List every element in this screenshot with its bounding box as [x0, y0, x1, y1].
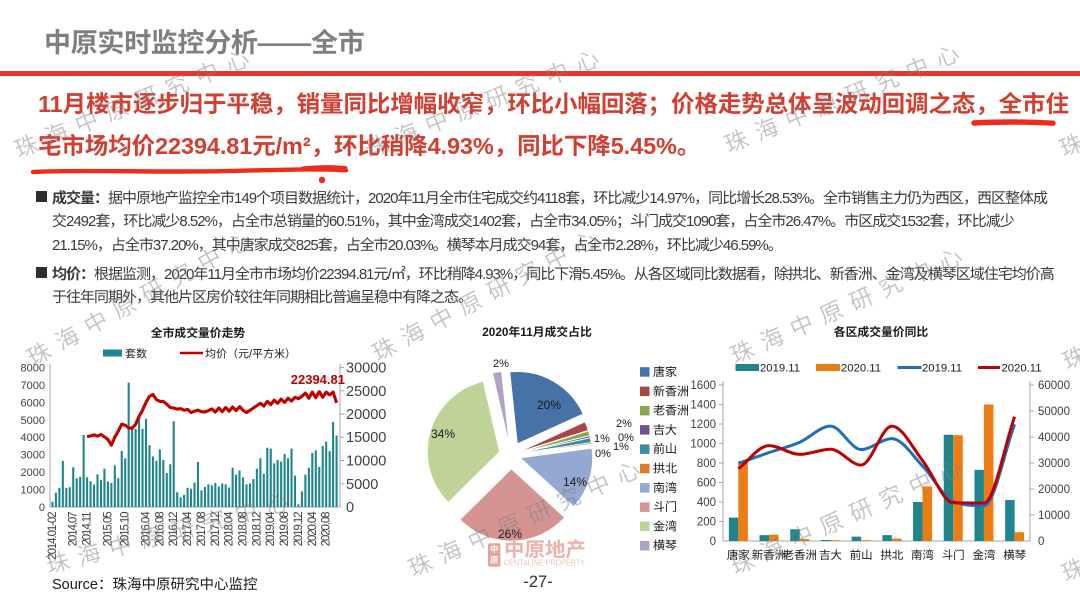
svg-text:2019.04: 2019.04 [265, 511, 277, 547]
svg-text:1%: 1% [613, 441, 629, 453]
svg-text:2014.11: 2014.11 [82, 512, 94, 546]
svg-text:800: 800 [697, 458, 716, 470]
svg-text:1600: 1600 [690, 380, 716, 392]
svg-text:60000: 60000 [1038, 380, 1070, 392]
svg-text:前山: 前山 [850, 549, 873, 562]
svg-text:2018.04: 2018.04 [224, 511, 236, 547]
svg-text:400: 400 [697, 497, 716, 509]
svg-text:2017.08: 2017.08 [196, 512, 208, 547]
svg-text:老香洲: 老香洲 [653, 404, 689, 418]
svg-text:CENTALINE PROPERTY: CENTALINE PROPERTY [504, 557, 585, 567]
svg-text:0: 0 [346, 500, 354, 516]
svg-text:2019.11: 2019.11 [760, 363, 800, 375]
svg-text:5000: 5000 [21, 415, 45, 427]
svg-text:1%: 1% [594, 433, 610, 445]
svg-text:均价（元/平方米）: 均价（元/平方米） [205, 348, 296, 361]
svg-text:拱北: 拱北 [880, 549, 903, 562]
svg-text:唐家: 唐家 [653, 365, 677, 379]
svg-text:2000: 2000 [21, 467, 45, 479]
svg-text:全市成交量价走势: 全市成交量价走势 [151, 326, 246, 340]
svg-text:6000: 6000 [21, 397, 45, 409]
svg-text:2020.11: 2020.11 [1002, 363, 1042, 375]
svg-text:2%: 2% [616, 418, 632, 430]
svg-text:2%: 2% [493, 358, 509, 370]
svg-text:20%: 20% [537, 398, 561, 412]
svg-text:新香洲: 新香洲 [653, 384, 689, 398]
svg-text:20000: 20000 [1038, 484, 1070, 496]
svg-text:10000: 10000 [346, 454, 386, 470]
svg-text:0%: 0% [618, 432, 634, 444]
svg-text:中: 中 [490, 544, 499, 554]
svg-text:2020.08: 2020.08 [321, 512, 333, 547]
svg-text:2019.12: 2019.12 [293, 512, 305, 547]
svg-text:原: 原 [490, 555, 499, 565]
svg-text:2019.11: 2019.11 [922, 363, 962, 375]
svg-text:30000: 30000 [346, 361, 386, 377]
svg-text:5000: 5000 [346, 477, 378, 493]
svg-text:1200: 1200 [690, 419, 716, 431]
svg-text:2019.08: 2019.08 [279, 512, 291, 547]
svg-text:200: 200 [697, 517, 716, 529]
svg-text:7000: 7000 [21, 380, 45, 392]
svg-text:2018.08: 2018.08 [238, 512, 250, 547]
svg-text:30000: 30000 [1038, 458, 1070, 470]
svg-text:2014.07: 2014.07 [68, 512, 80, 547]
svg-text:1000: 1000 [690, 439, 716, 451]
svg-text:2020.11: 2020.11 [841, 363, 881, 375]
svg-text:3000: 3000 [21, 450, 45, 462]
svg-text:0%: 0% [595, 448, 611, 460]
svg-text:2018.12: 2018.12 [251, 512, 263, 547]
svg-text:2017.04: 2017.04 [182, 511, 194, 547]
svg-text:金湾: 金湾 [653, 519, 677, 533]
svg-text:老香洲: 老香洲 [783, 549, 818, 562]
svg-text:600: 600 [697, 478, 716, 490]
svg-text:8000: 8000 [21, 363, 45, 375]
svg-text:14%: 14% [563, 475, 587, 489]
svg-text:2014.01-02: 2014.01-02 [47, 512, 59, 560]
svg-text:40000: 40000 [1038, 432, 1070, 444]
svg-text:1000: 1000 [21, 485, 45, 497]
svg-text:50000: 50000 [1038, 406, 1070, 418]
svg-text:横琴: 横琴 [1003, 549, 1026, 562]
svg-text:中原地产: 中原地产 [504, 539, 586, 562]
svg-text:4000: 4000 [21, 432, 45, 444]
svg-text:唐家: 唐家 [727, 549, 750, 562]
svg-text:15000: 15000 [346, 430, 386, 446]
svg-text:新香洲: 新香洲 [752, 549, 787, 562]
svg-text:2016.12: 2016.12 [168, 512, 180, 547]
svg-text:2015.05: 2015.05 [102, 512, 114, 547]
svg-text:套数: 套数 [125, 348, 147, 361]
svg-text:2020.04: 2020.04 [307, 511, 319, 547]
svg-text:10000: 10000 [1038, 510, 1070, 522]
svg-text:拱北: 拱北 [653, 462, 677, 476]
svg-text:26%: 26% [498, 527, 522, 541]
svg-text:南湾: 南湾 [653, 481, 677, 495]
svg-text:各区成交量价同比: 各区成交量价同比 [834, 325, 929, 339]
svg-text:34%: 34% [431, 427, 455, 441]
svg-text:1400: 1400 [690, 400, 716, 412]
svg-text:斗门: 斗门 [653, 500, 677, 514]
svg-text:金湾: 金湾 [973, 549, 996, 562]
svg-text:25000: 25000 [346, 384, 386, 400]
svg-text:2016.04: 2016.04 [141, 511, 153, 547]
svg-text:22394.81: 22394.81 [291, 372, 345, 387]
svg-text:横琴: 横琴 [653, 539, 677, 553]
svg-text:2017.12: 2017.12 [210, 512, 222, 547]
svg-text:吉大: 吉大 [653, 423, 677, 437]
svg-text:0: 0 [710, 536, 716, 548]
svg-text:斗门: 斗门 [942, 549, 965, 562]
svg-text:前山: 前山 [653, 442, 677, 456]
svg-text:0: 0 [39, 502, 45, 514]
svg-text:2020年11月成交占比: 2020年11月成交占比 [482, 325, 592, 339]
svg-text:20000: 20000 [346, 407, 386, 423]
svg-text:0: 0 [1038, 536, 1044, 548]
svg-text:吉大: 吉大 [819, 549, 842, 562]
svg-text:2016.08: 2016.08 [154, 512, 166, 547]
svg-text:2015.10: 2015.10 [120, 512, 132, 547]
svg-text:南湾: 南湾 [911, 549, 934, 562]
